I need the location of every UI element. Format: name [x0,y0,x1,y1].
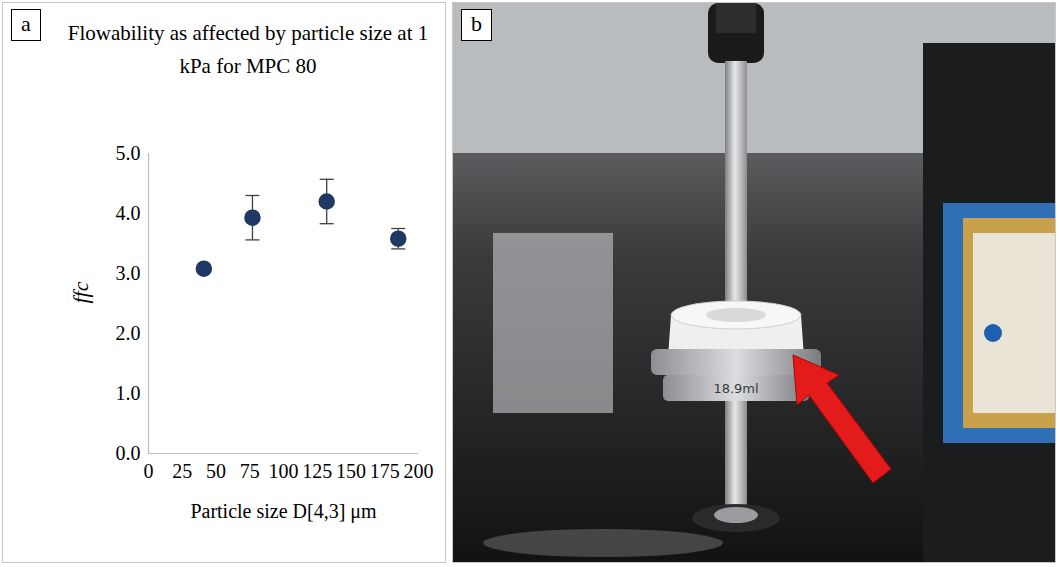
svg-text:18.9ml: 18.9ml [713,381,758,396]
svg-text:75: 75 [240,460,260,482]
svg-text:5.0: 5.0 [116,142,141,164]
svg-text:3.0: 3.0 [116,262,141,284]
svg-text:150: 150 [336,460,366,482]
svg-text:125: 125 [302,460,332,482]
svg-text:4.0: 4.0 [116,202,141,224]
svg-text:0: 0 [144,460,154,482]
svg-text:2.0: 2.0 [116,322,141,344]
html-text:b: b [471,11,482,36]
svg-text:175: 175 [370,460,400,482]
svg-text:50: 50 [206,460,226,482]
svg-text:0.0: 0.0 [116,442,141,464]
svg-text:Particle size D[4,3] μm: Particle size D[4,3] μm [190,500,377,523]
svg-text:100: 100 [269,460,299,482]
html-text:Flowability as affected by par: Flowability as affected by particle size… [67,21,429,78]
svg-text:ffc: ffc [68,281,93,303]
svg-text:1.0: 1.0 [116,382,141,404]
svg-text:25: 25 [172,460,192,482]
html-text:a: a [21,11,31,36]
svg-text:200: 200 [404,460,434,482]
